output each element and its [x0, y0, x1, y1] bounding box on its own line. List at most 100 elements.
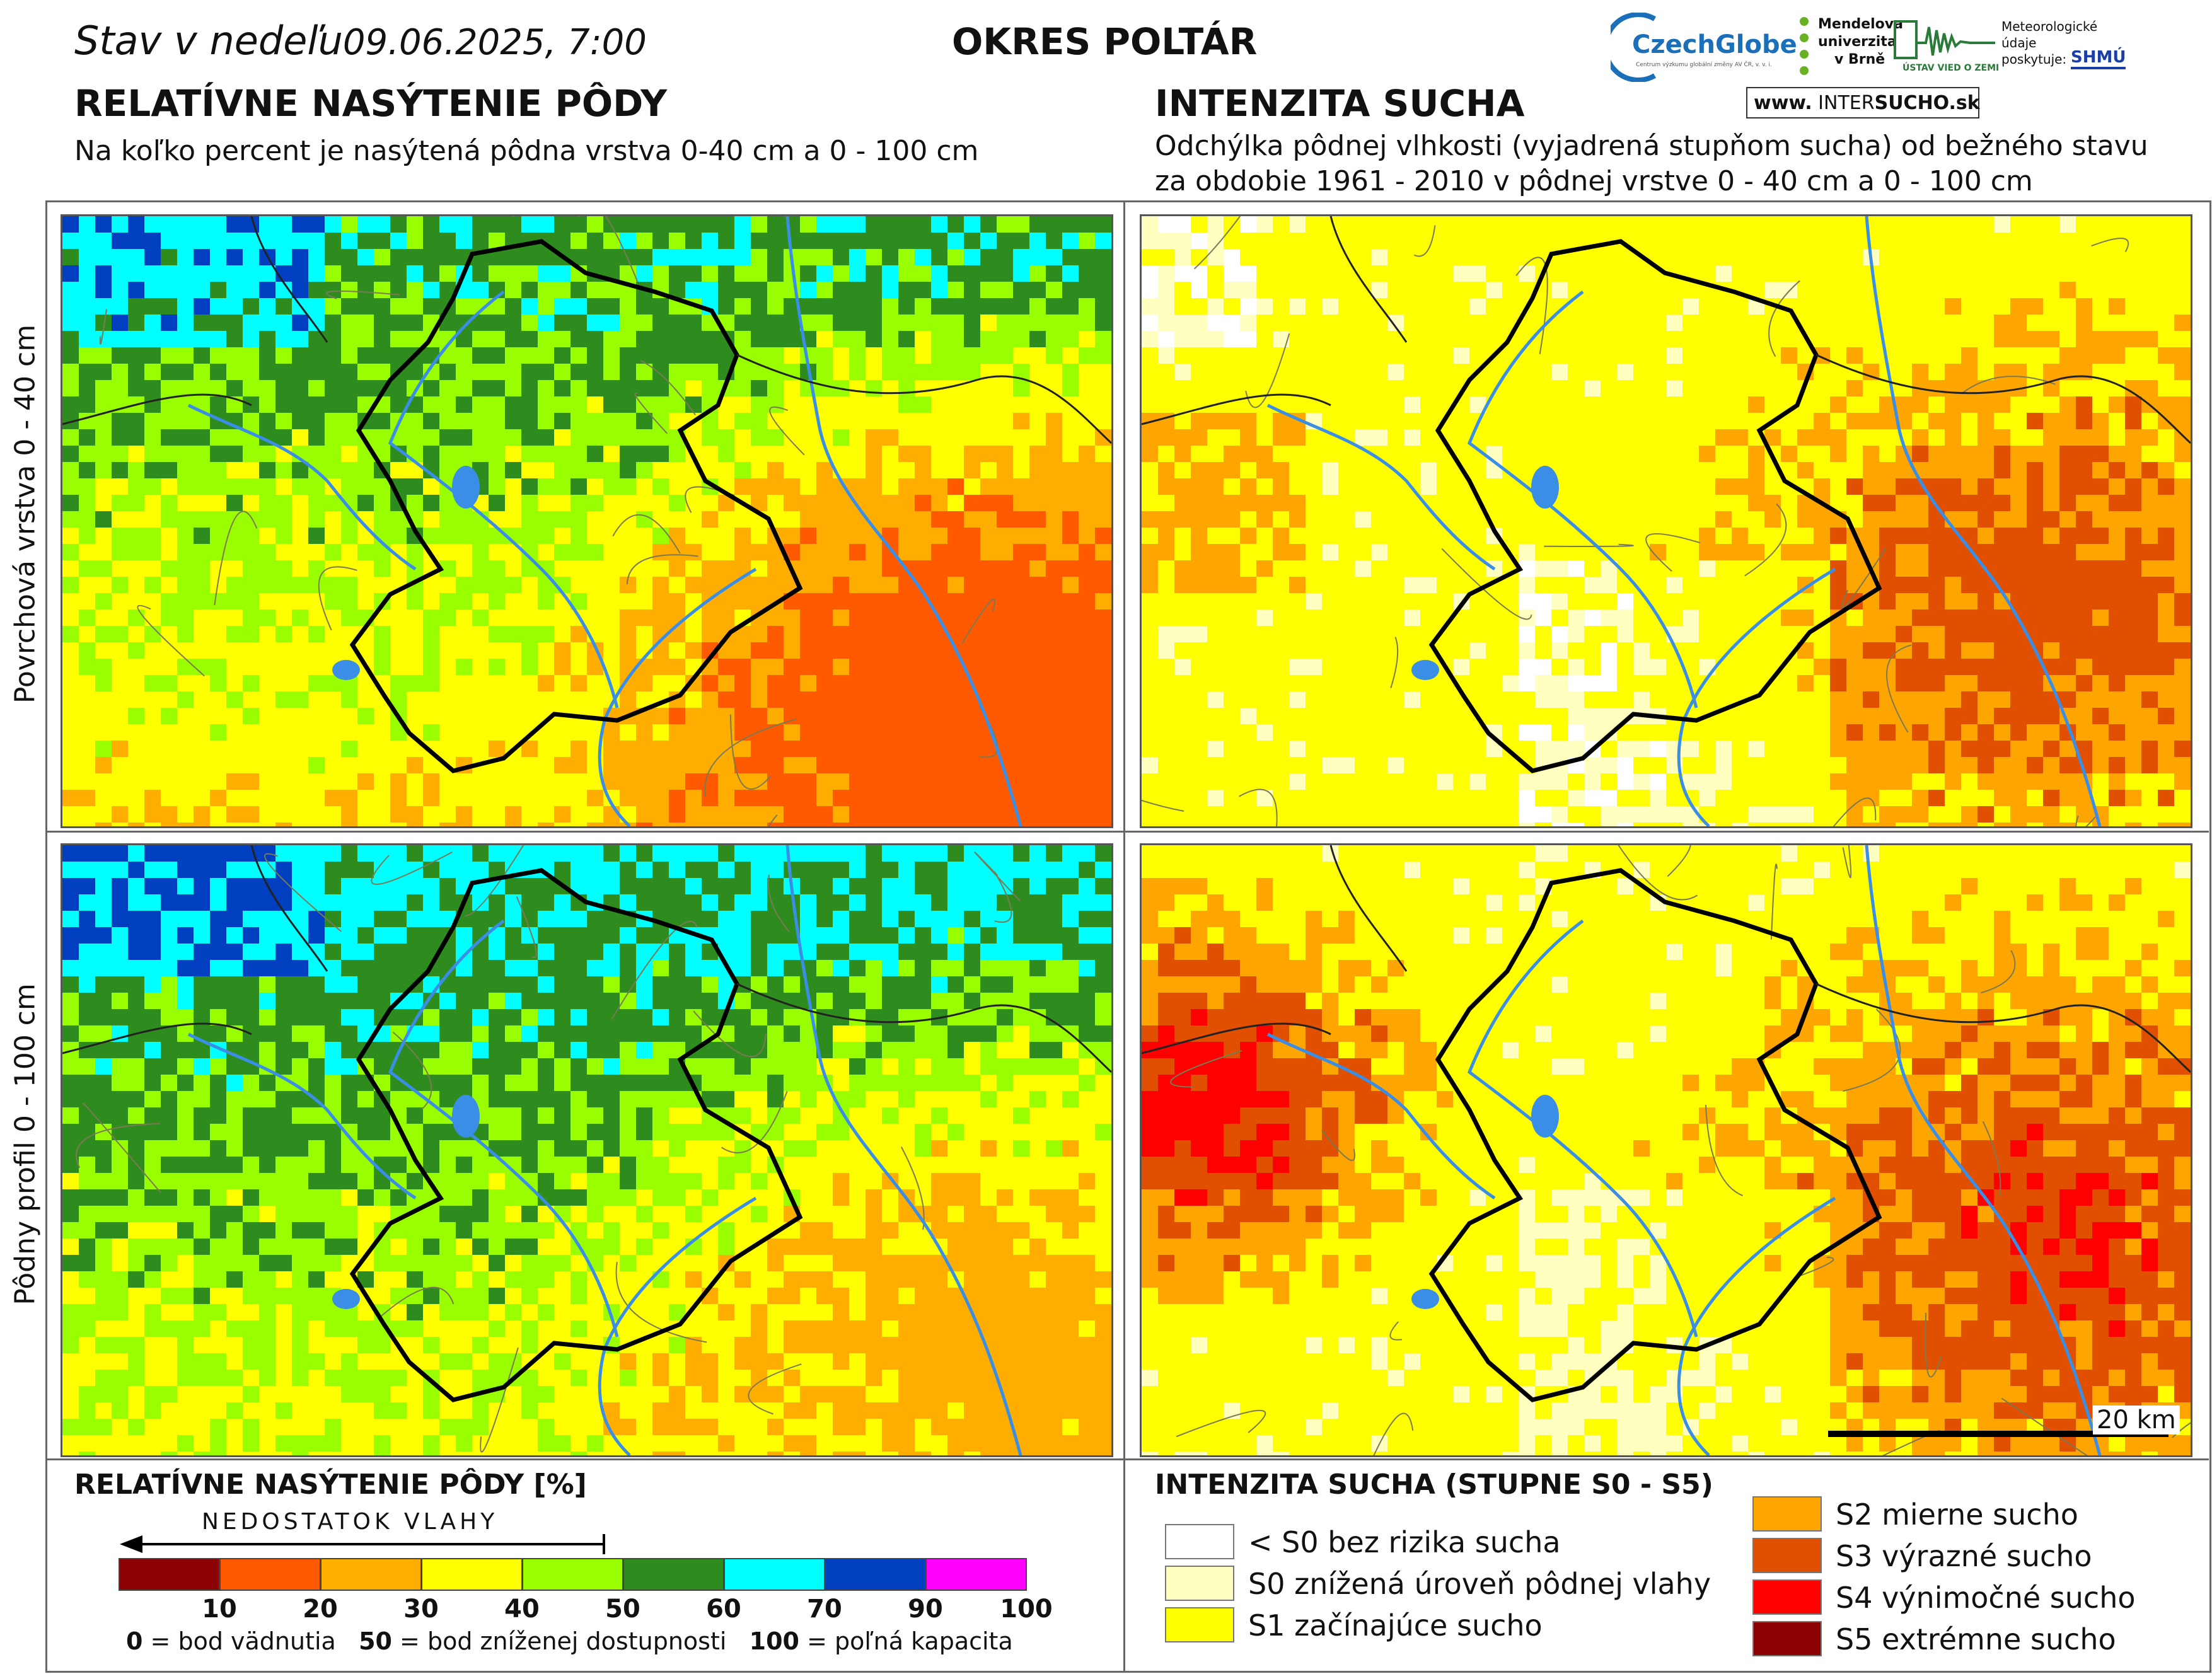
map-cell — [390, 757, 407, 774]
map-cell — [128, 282, 145, 299]
map-cell — [1420, 315, 1437, 332]
map-cell — [1846, 446, 1863, 463]
map-cell — [1863, 659, 1880, 676]
map-cell — [161, 233, 178, 250]
map-cell — [194, 560, 211, 577]
map-cell — [849, 216, 866, 233]
map-cell — [1207, 331, 1224, 348]
map-cell — [816, 265, 833, 282]
map-cell — [997, 675, 1014, 692]
map-cell — [1273, 757, 1290, 774]
map-cell — [1207, 691, 1224, 708]
map-cell — [1079, 642, 1096, 659]
map-cell — [275, 675, 292, 692]
map-cell — [521, 462, 538, 479]
map-cell — [816, 823, 833, 826]
map-cell — [243, 626, 260, 643]
map-cell — [1207, 790, 1224, 807]
map-cell — [1961, 659, 1978, 676]
map-cell — [2092, 478, 2109, 495]
map-cell — [1584, 396, 1601, 413]
map-cell — [1191, 495, 1208, 512]
map-cell — [1896, 282, 1913, 299]
map-cell — [1224, 823, 1241, 826]
map-cell — [407, 216, 424, 233]
map-cell — [1977, 216, 1995, 233]
map-cell — [177, 380, 194, 397]
map-cell — [980, 265, 997, 282]
map-cell — [1355, 741, 1372, 758]
map-cell — [931, 642, 948, 659]
map-cell — [1289, 315, 1306, 332]
map-cell — [603, 315, 620, 332]
map-cell — [1568, 642, 1585, 659]
map-cell — [259, 528, 276, 545]
map-cell — [784, 331, 801, 348]
map-cell — [259, 413, 276, 430]
map-cell — [1633, 544, 1650, 561]
intersucho-logo: www. INTERSUCHO.sk — [1746, 87, 1980, 118]
map-cell — [1551, 790, 1568, 807]
map-cell — [439, 380, 456, 397]
map-cell — [1062, 511, 1079, 528]
map-cell — [1289, 823, 1306, 826]
map-cell — [915, 823, 932, 826]
map-cell — [1095, 495, 1111, 512]
map-cell — [472, 364, 489, 381]
map-cell — [1387, 478, 1404, 495]
map-cell — [439, 544, 456, 561]
map-cell — [1715, 249, 1732, 266]
map-cell — [866, 478, 883, 495]
map-cell — [751, 560, 768, 577]
map-cell — [259, 659, 276, 676]
map-cell — [702, 380, 719, 397]
map-cell — [1437, 347, 1454, 364]
map-cell — [702, 560, 719, 577]
map-cell — [767, 609, 784, 626]
map-cell — [570, 380, 588, 397]
map-cell — [79, 364, 96, 381]
map-cell — [882, 691, 899, 708]
map-cell — [2158, 741, 2175, 758]
map-cell — [128, 265, 145, 282]
map-cell — [1437, 249, 1454, 266]
map-cell — [2027, 773, 2044, 790]
map-cell — [1207, 413, 1224, 430]
map-cell — [275, 741, 292, 758]
map-cell — [702, 446, 719, 463]
map-cell — [603, 446, 620, 463]
map-cell — [1830, 446, 1847, 463]
map-cell — [1355, 528, 1372, 545]
map-cell — [1797, 708, 1814, 725]
map-cell — [1079, 528, 1096, 545]
map-cell — [1551, 396, 1568, 413]
map-cell — [1046, 282, 1063, 299]
map-cell — [210, 528, 227, 545]
map-cell — [2174, 528, 2191, 545]
map-cell — [1029, 282, 1046, 299]
map-cell — [472, 626, 489, 643]
map-cell — [1650, 511, 1667, 528]
map-cell — [1306, 315, 1323, 332]
map-cell — [603, 528, 620, 545]
map-cell — [2125, 331, 2142, 348]
map-cell — [374, 642, 391, 659]
map-cell — [95, 708, 112, 725]
map-cell — [1013, 331, 1030, 348]
map-cell — [210, 757, 227, 774]
map-cell — [1079, 298, 1096, 315]
map-cell — [1896, 511, 1913, 528]
map-cell — [1142, 446, 1159, 463]
map-cell — [2043, 790, 2060, 807]
map-cell — [1207, 462, 1224, 479]
map-cell — [439, 609, 456, 626]
map-cell — [751, 741, 768, 758]
map-cell — [1273, 642, 1290, 659]
map-cell — [898, 249, 915, 266]
map-cell — [79, 675, 96, 692]
map-cell — [308, 265, 325, 282]
map-cell — [2109, 429, 2126, 446]
map-cell — [1928, 380, 1945, 397]
map-cell — [1289, 528, 1306, 545]
map-cell — [1453, 347, 1470, 364]
